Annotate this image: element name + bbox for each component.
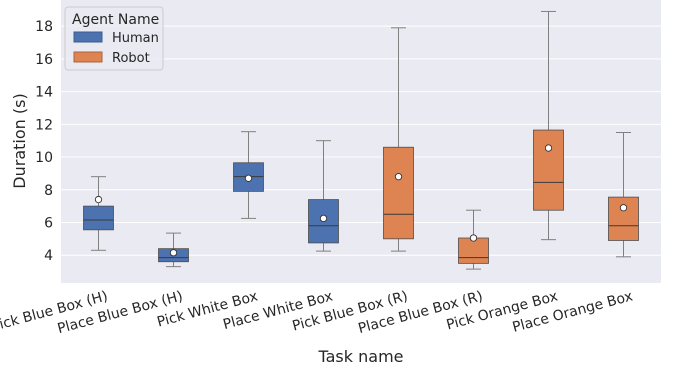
y-tick-label: 14: [35, 85, 53, 101]
box-pick-blue-box-h: [83, 176, 114, 251]
box-place-white-box: [308, 140, 339, 252]
legend: Agent Name Human Robot: [64, 6, 164, 71]
legend-label-robot: Robot: [112, 51, 150, 66]
box-place-blue-box-r: [458, 209, 489, 270]
y-tick-label: 12: [35, 117, 53, 133]
legend-title: Agent Name: [72, 12, 159, 28]
box-place-blue-box-h: [158, 232, 189, 268]
box-series: [83, 10, 639, 270]
y-tick-label: 4: [44, 248, 53, 264]
box-pick-orange-box: [533, 10, 564, 241]
mean-marker: [244, 174, 253, 182]
box-body: [383, 146, 414, 240]
y-tick-label: 16: [35, 52, 53, 68]
y-axis-label: Duration (s): [10, 93, 29, 188]
mean-marker: [169, 249, 178, 257]
mean-marker: [619, 204, 628, 212]
mean-marker: [394, 173, 403, 181]
y-tick-label: 6: [44, 215, 53, 231]
legend-label-human: Human: [112, 31, 159, 46]
legend-swatch-human: [73, 31, 103, 43]
mean-marker: [469, 234, 478, 242]
box-body: [458, 237, 489, 264]
y-tick-labels: 4 6 8 10 12 14 16 18: [35, 19, 53, 264]
y-tick-label: 10: [35, 150, 53, 166]
box-place-orange-box: [608, 132, 639, 258]
y-tick-label: 8: [44, 183, 53, 199]
legend-swatch-robot: [73, 51, 103, 63]
x-tick-labels: Pick Blue Box (H)Place Blue Box (H)Pick …: [0, 288, 635, 337]
mean-marker: [544, 144, 553, 152]
mean-marker: [94, 195, 103, 204]
box-pick-blue-box-r: [383, 27, 414, 252]
x-axis-label: Task name: [318, 347, 404, 366]
box-pick-white-box: [233, 131, 264, 219]
box-body: [608, 196, 639, 241]
mean-marker: [319, 214, 328, 223]
y-tick-label: 18: [35, 19, 53, 35]
box-body: [83, 205, 114, 231]
box-body: [533, 129, 564, 211]
